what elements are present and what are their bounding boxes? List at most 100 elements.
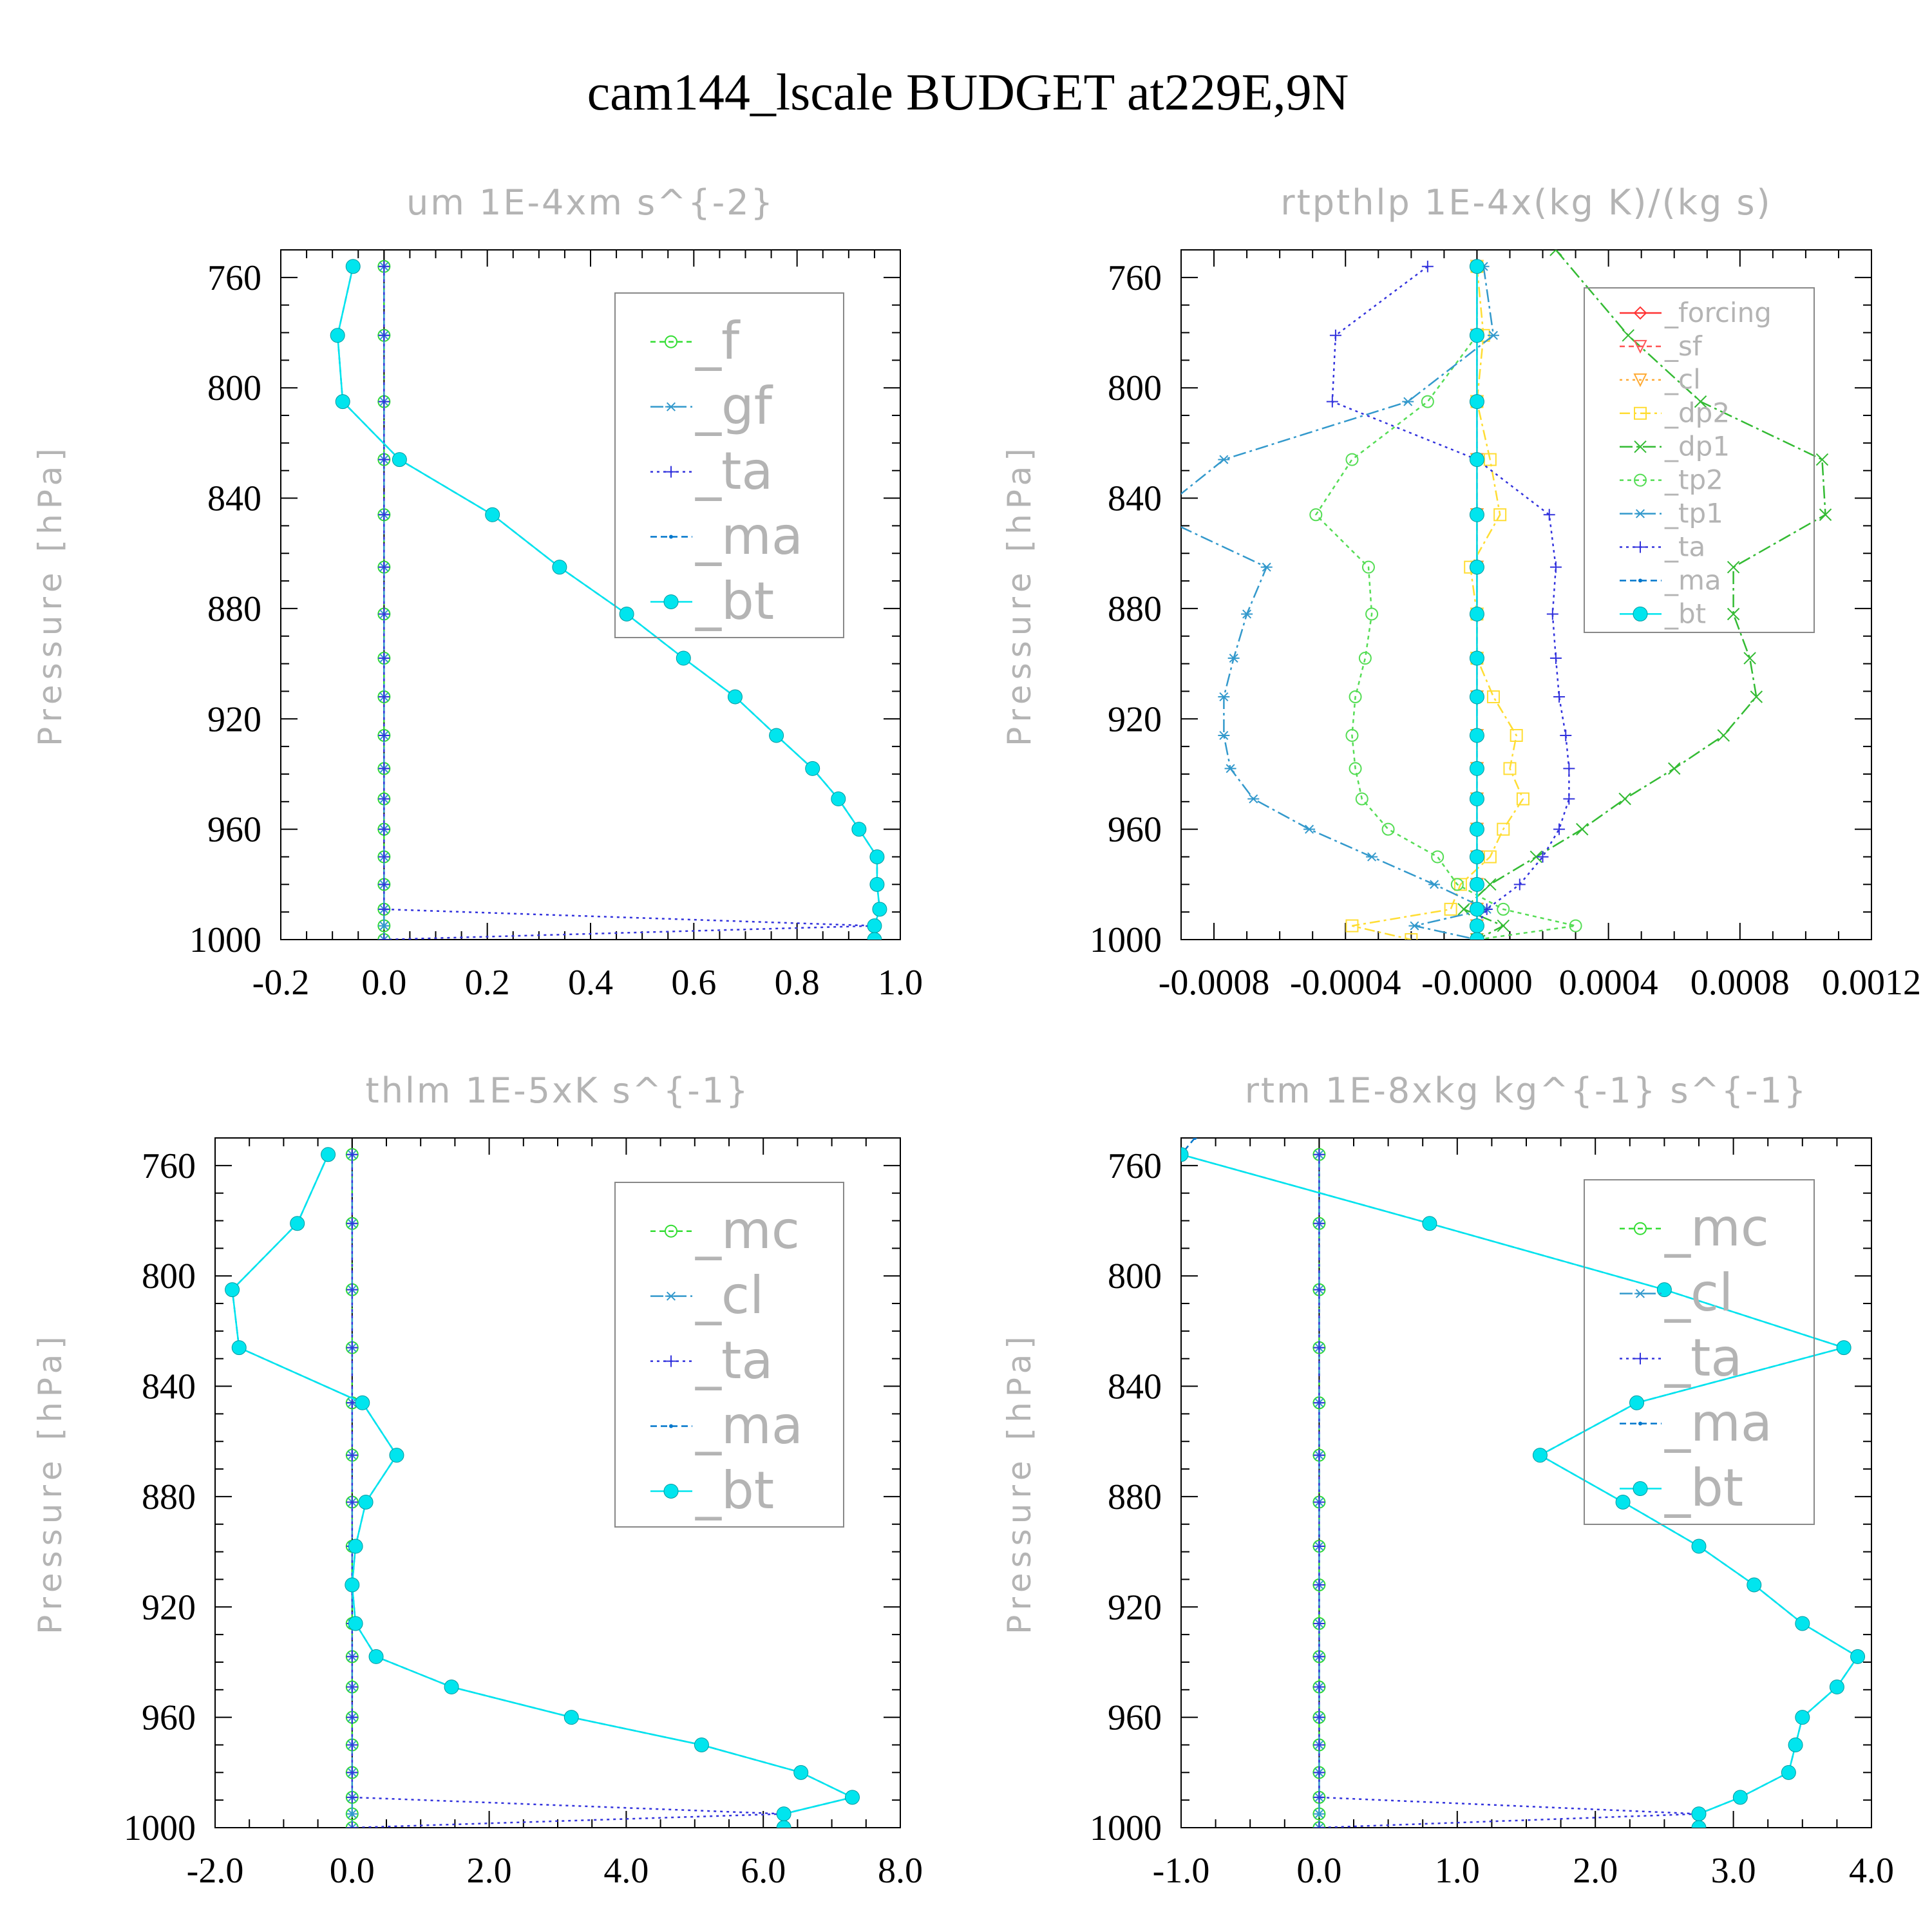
x-tick-label: 0.0008 (1690, 963, 1790, 1003)
data-point-tp1 (1218, 730, 1230, 740)
data-point-tp1 (1224, 764, 1236, 773)
legend-label: _dp1 (1664, 431, 1730, 462)
series-line-dp1 (1462, 250, 1826, 940)
x-tick-label: 0.2 (465, 963, 510, 1003)
data-point-bt (867, 932, 882, 940)
data-point-bt (330, 328, 345, 343)
series-line-bt (231, 1154, 855, 1828)
data-point-bt (225, 1282, 240, 1298)
panel-title: thlm 1E-5xK s^{-1} (366, 1070, 750, 1111)
data-point-ta (378, 903, 390, 915)
y-tick-label: 760 (207, 258, 261, 298)
data-point-bt (564, 1710, 579, 1725)
legend-label: _ta (695, 1331, 773, 1390)
y-tick-label: 960 (1108, 810, 1162, 850)
legend-marker (1634, 1289, 1646, 1298)
data-point-ta (346, 1791, 358, 1803)
data-point-ta (1553, 691, 1566, 703)
data-point-dp2 (1510, 728, 1523, 742)
data-point-ta (1553, 823, 1566, 835)
x-tick-label: 0.0 (361, 963, 406, 1003)
panel-title: rtpthlp 1E-4x(kg K)/(kg s) (1280, 182, 1772, 223)
panel-title: rtm 1E-8xkg kg^{-1} s^{-1} (1245, 1070, 1808, 1111)
y-tick-label: 880 (1108, 1477, 1162, 1517)
x-tick-label: -1.0 (1153, 1851, 1210, 1891)
x-tick-label: 0.8 (775, 963, 820, 1003)
legend: _mc_cl _ta _ma _bt (614, 1182, 844, 1528)
data-point-ta (1326, 395, 1338, 408)
x-tick-label: 4.0 (1849, 1851, 1894, 1891)
panel-4: rtm 1E-8xkg kg^{-1} s^{-1} Pressure [hPa]… (1001, 1070, 1894, 1891)
data-point-ta (346, 1739, 358, 1751)
y-tick-label: 880 (1108, 589, 1162, 629)
legend-marker (1633, 606, 1648, 621)
data-point-ta (1546, 608, 1558, 620)
data-point-bt (776, 1820, 791, 1828)
data-point-bt (335, 394, 350, 410)
data-point-ta (1313, 1617, 1325, 1629)
data-point-bt (355, 1395, 370, 1410)
legend-label: _ta (1664, 1328, 1742, 1388)
data-point-bt (793, 1765, 809, 1780)
data-point-ta (1329, 329, 1341, 341)
data-point-bt (694, 1737, 709, 1752)
data-point-bt (805, 761, 820, 776)
data-point-ta (378, 878, 390, 891)
legend-label: _dp2 (1664, 397, 1730, 429)
data-point-ta (346, 1283, 358, 1296)
data-point-bt (1469, 650, 1484, 666)
data-point-tp1 (1408, 921, 1421, 931)
y-tick-label: 840 (207, 479, 261, 519)
data-point-bt (872, 902, 887, 917)
data-point-ta (1313, 1681, 1325, 1693)
legend-label: _ta (695, 441, 773, 501)
data-point-bt (1469, 822, 1484, 837)
panel-title: um 1E-4xm s^{-2} (406, 182, 775, 223)
y-tick-label: 920 (207, 699, 261, 739)
data-point-tp1 (1241, 609, 1253, 619)
data-point-dp2 (1503, 762, 1517, 775)
data-point-ta (1563, 762, 1575, 775)
panel-1: um 1E-4xm s^{-2} Pressure [hPa] 760 800 840 8… (32, 182, 923, 1003)
data-point-tp2 (1349, 762, 1362, 775)
series-line-tp2 (1314, 266, 1576, 940)
x-tick-label: 8.0 (878, 1851, 923, 1891)
data-point-bt (1469, 452, 1484, 468)
legend-marker (1638, 578, 1642, 583)
data-point-tp2 (1365, 607, 1379, 621)
data-point-ta (1560, 729, 1572, 741)
data-point-tp2 (1421, 395, 1434, 408)
y-tick-label: 880 (207, 589, 261, 629)
data-point-ta (1313, 1579, 1325, 1591)
data-point-bt (851, 822, 867, 837)
y-tick-label: 920 (1108, 1587, 1162, 1627)
legend-label: _gf (695, 376, 773, 436)
data-point-ta (1313, 1791, 1325, 1803)
data-point-dp1 (1484, 878, 1497, 891)
legend-label: _forcing (1664, 297, 1772, 328)
y-tick-label: 920 (1108, 699, 1162, 739)
legend-marker (1634, 473, 1647, 487)
data-point-tp1 (1487, 330, 1499, 340)
data-point-bt (831, 791, 846, 807)
data-point-tp1 (1247, 794, 1260, 804)
x-tick-label: 3.0 (1711, 1851, 1756, 1891)
data-point-bt (444, 1680, 459, 1695)
y-tick-label: 1000 (1090, 920, 1162, 960)
legend-label: _ma (695, 506, 803, 566)
legend-marker (665, 466, 677, 478)
legend-label: _tp1 (1664, 497, 1723, 529)
data-point-bt (1469, 761, 1484, 776)
data-point-ta (1313, 1651, 1325, 1663)
y-tick-label: 800 (207, 368, 261, 408)
series-line-ta (383, 266, 875, 940)
data-point-dp1 (1622, 329, 1634, 342)
y-tick-label: 840 (1108, 479, 1162, 519)
series-group (1181, 250, 1832, 940)
data-point-tp2 (1431, 850, 1444, 864)
data-point-bt (358, 1494, 374, 1510)
data-point-ta (1563, 793, 1575, 805)
plot-frame (1180, 249, 1872, 940)
legend-marker (1633, 339, 1647, 354)
data-point-ta (378, 453, 390, 466)
